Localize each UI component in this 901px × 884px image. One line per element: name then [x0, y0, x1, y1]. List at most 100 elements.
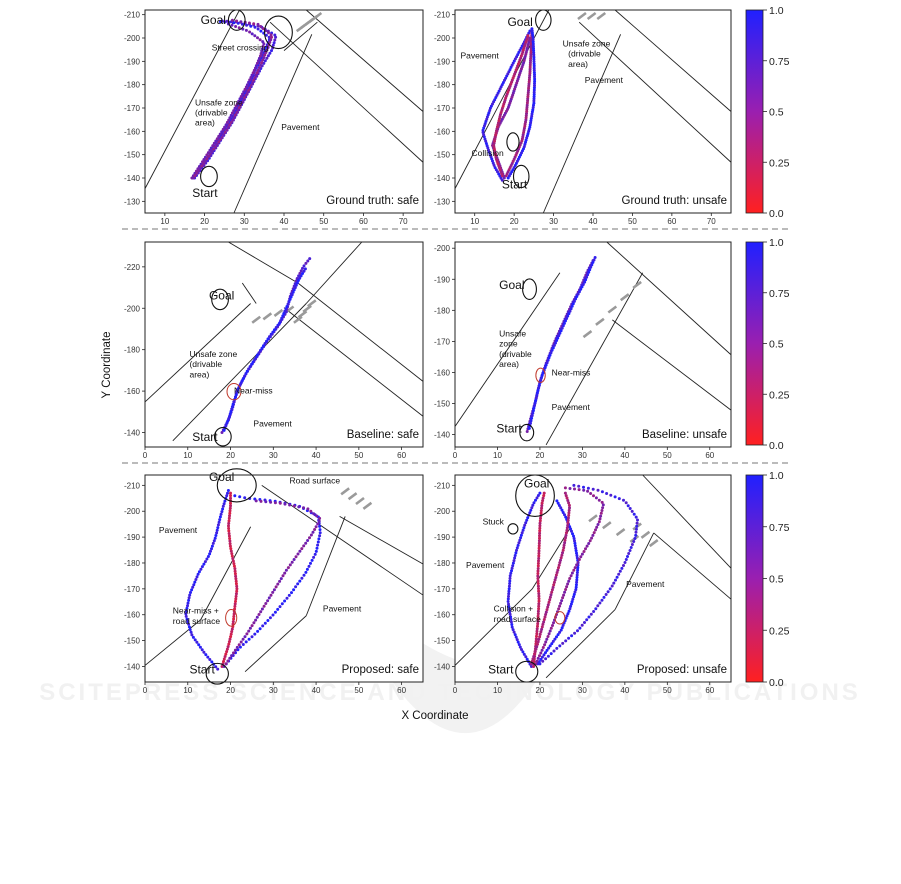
- trajectory-point: [558, 630, 562, 634]
- trajectory-point: [628, 507, 632, 510]
- trajectory-point: [561, 623, 565, 627]
- trajectory-point: [272, 588, 276, 592]
- trajectory-point: [536, 584, 540, 588]
- trajectory-point: [574, 549, 578, 553]
- x-tick-label: 20: [535, 451, 544, 460]
- trajectory-point: [236, 648, 240, 652]
- panel-annotation: Collision +: [494, 604, 533, 614]
- trajectory-point: [265, 48, 269, 52]
- trajectory-point: [627, 552, 631, 555]
- trajectory-point: [249, 83, 253, 87]
- panel-caption: Ground truth: safe: [326, 195, 419, 207]
- trajectory-point: [302, 264, 306, 268]
- trajectory-point: [210, 544, 214, 548]
- trajectory-point: [566, 518, 570, 522]
- trajectory-point: [508, 612, 512, 616]
- trajectory-point: [545, 637, 549, 641]
- trajectory-point: [226, 645, 230, 649]
- trajectory-point: [296, 552, 300, 556]
- trajectory-point: [532, 655, 536, 658]
- y-tick-label: -200: [434, 507, 451, 516]
- trajectory-point: [271, 613, 275, 617]
- trajectory-point: [534, 647, 538, 651]
- trajectory-point: [232, 617, 236, 621]
- trajectory-point: [233, 569, 237, 573]
- trajectory-point: [254, 73, 258, 77]
- trajectory-point: [633, 537, 637, 540]
- panel-annotation: (drivable: [195, 108, 228, 118]
- trajectory-point: [224, 424, 228, 428]
- trajectory-point: [507, 605, 511, 609]
- trajectory-point: [217, 520, 221, 524]
- trajectory-point: [522, 652, 526, 656]
- trajectory-point: [271, 590, 275, 594]
- trajectory-point: [525, 657, 529, 661]
- y-tick-label: -140: [434, 174, 451, 183]
- trajectory-point: [230, 554, 234, 558]
- trajectory-point: [244, 28, 248, 32]
- trajectory-point: [550, 588, 554, 592]
- trajectory-point: [245, 91, 249, 95]
- trajectory-point: [288, 297, 292, 301]
- trajectory-point: [195, 575, 199, 579]
- crosswalk-stripe: [293, 315, 303, 324]
- trajectory-point: [564, 616, 568, 620]
- trajectory-point: [216, 523, 220, 527]
- trajectory-point: [597, 498, 601, 502]
- y-tick-label: -210: [124, 11, 141, 20]
- trajectory-point: [221, 504, 225, 508]
- trajectory-point: [227, 524, 230, 528]
- colorbar-tick-label: 0.25: [769, 157, 790, 169]
- trajectory-point: [562, 593, 566, 597]
- trajectory-point: [537, 637, 541, 641]
- trajectory-point: [555, 499, 559, 503]
- trajectory-point: [537, 597, 541, 601]
- y-tick-label: -180: [434, 306, 451, 315]
- trajectory-point: [519, 536, 523, 540]
- trajectory-point: [540, 655, 544, 659]
- trajectory-point: [538, 662, 542, 666]
- trajectory-point: [313, 528, 317, 531]
- trajectory-point: [262, 604, 266, 608]
- trajectory-point: [316, 543, 320, 547]
- trajectory-point: [605, 492, 609, 495]
- trajectory-point: [592, 610, 596, 613]
- trajectory-point: [617, 572, 621, 576]
- trajectory-point: [600, 598, 604, 602]
- trajectory-point: [237, 106, 241, 110]
- trajectory-point: [548, 353, 552, 357]
- trajectory-point: [291, 290, 295, 294]
- trajectory-point: [299, 269, 303, 273]
- trajectory-point: [507, 602, 510, 606]
- trajectory-point: [245, 83, 249, 87]
- trajectory-point: [265, 56, 269, 60]
- trajectory-point: [308, 536, 311, 540]
- trajectory-point: [256, 353, 259, 357]
- trajectory-point: [600, 500, 604, 504]
- trajectory-point: [546, 603, 550, 607]
- trajectory-point: [262, 344, 265, 348]
- trajectory-point: [583, 280, 587, 284]
- highlight-ring: [507, 523, 519, 535]
- trajectory-point: [297, 274, 301, 278]
- trajectory-point: [185, 617, 189, 621]
- trajectory-point: [595, 525, 599, 529]
- trajectory-point: [530, 27, 534, 31]
- trajectory-point: [570, 529, 573, 533]
- trajectory-point: [248, 626, 252, 630]
- x-tick-label: 20: [510, 217, 519, 226]
- trajectory-point: [510, 625, 514, 629]
- trajectory-point: [316, 540, 320, 544]
- trajectory-point: [537, 549, 541, 553]
- trajectory-point: [610, 584, 614, 588]
- trajectory-point: [304, 261, 308, 265]
- trajectory-point: [278, 605, 282, 609]
- panel-annotation: Goal: [524, 476, 549, 490]
- trajectory-point: [537, 541, 541, 545]
- road-edge: [283, 21, 318, 51]
- trajectory-point: [532, 71, 536, 74]
- trajectory-point: [220, 135, 224, 139]
- panel-caption: Proposed: unsafe: [637, 664, 727, 676]
- panel-annotation: area): [499, 359, 519, 369]
- trajectory-point: [233, 602, 237, 606]
